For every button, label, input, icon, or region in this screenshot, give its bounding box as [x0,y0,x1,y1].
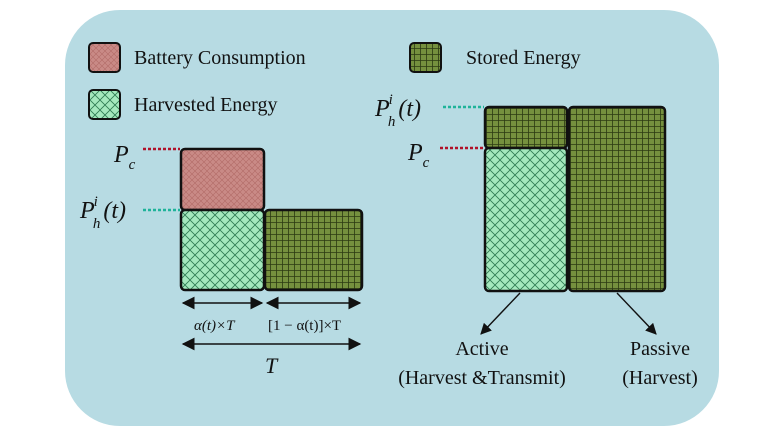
right-passive-label: Passive [630,338,690,360]
left-ph-label: Pi h (t) [79,194,126,232]
left-diagram: Pc Pi h (t) α(t)×T [1 − α(t)]×T T [79,142,364,378]
legend-stored-label: Stored Energy [466,47,581,69]
right-passive-pointer [616,292,657,335]
legend-harvested-swatch [88,89,121,120]
right-ph-label: Pi h (t) [374,92,421,130]
legend-harvested-label: Harvested Energy [134,94,277,116]
right-pc-label: Pc [407,140,430,171]
right-active-sublabel: (Harvest &Transmit) [398,367,566,389]
right-passive-sublabel: (Harvest) [622,367,698,389]
right-active-pointer [480,292,521,335]
legend-stored-swatch [409,42,442,73]
right-harvested-block [483,146,569,293]
legend-battery-swatch [88,42,121,73]
legend: Battery Consumption Stored Energy Harves… [88,42,581,120]
left-pc-label: Pc [113,142,136,173]
right-stored-tall-block [567,105,667,293]
left-stored-block [263,208,364,292]
right-active-label: Active [455,338,508,360]
right-stored-top-block [483,105,569,150]
left-alpha-label: α(t)×T [194,318,236,334]
left-one-minus-label: [1 − α(t)]×T [268,318,341,334]
left-battery-block [179,147,266,212]
legend-battery-label: Battery Consumption [134,47,306,69]
left-total-label: T [265,353,279,378]
right-diagram: Pi h (t) Pc Active (Harvest &Transmit) Pas… [374,92,698,389]
left-harvested-block [179,208,266,292]
